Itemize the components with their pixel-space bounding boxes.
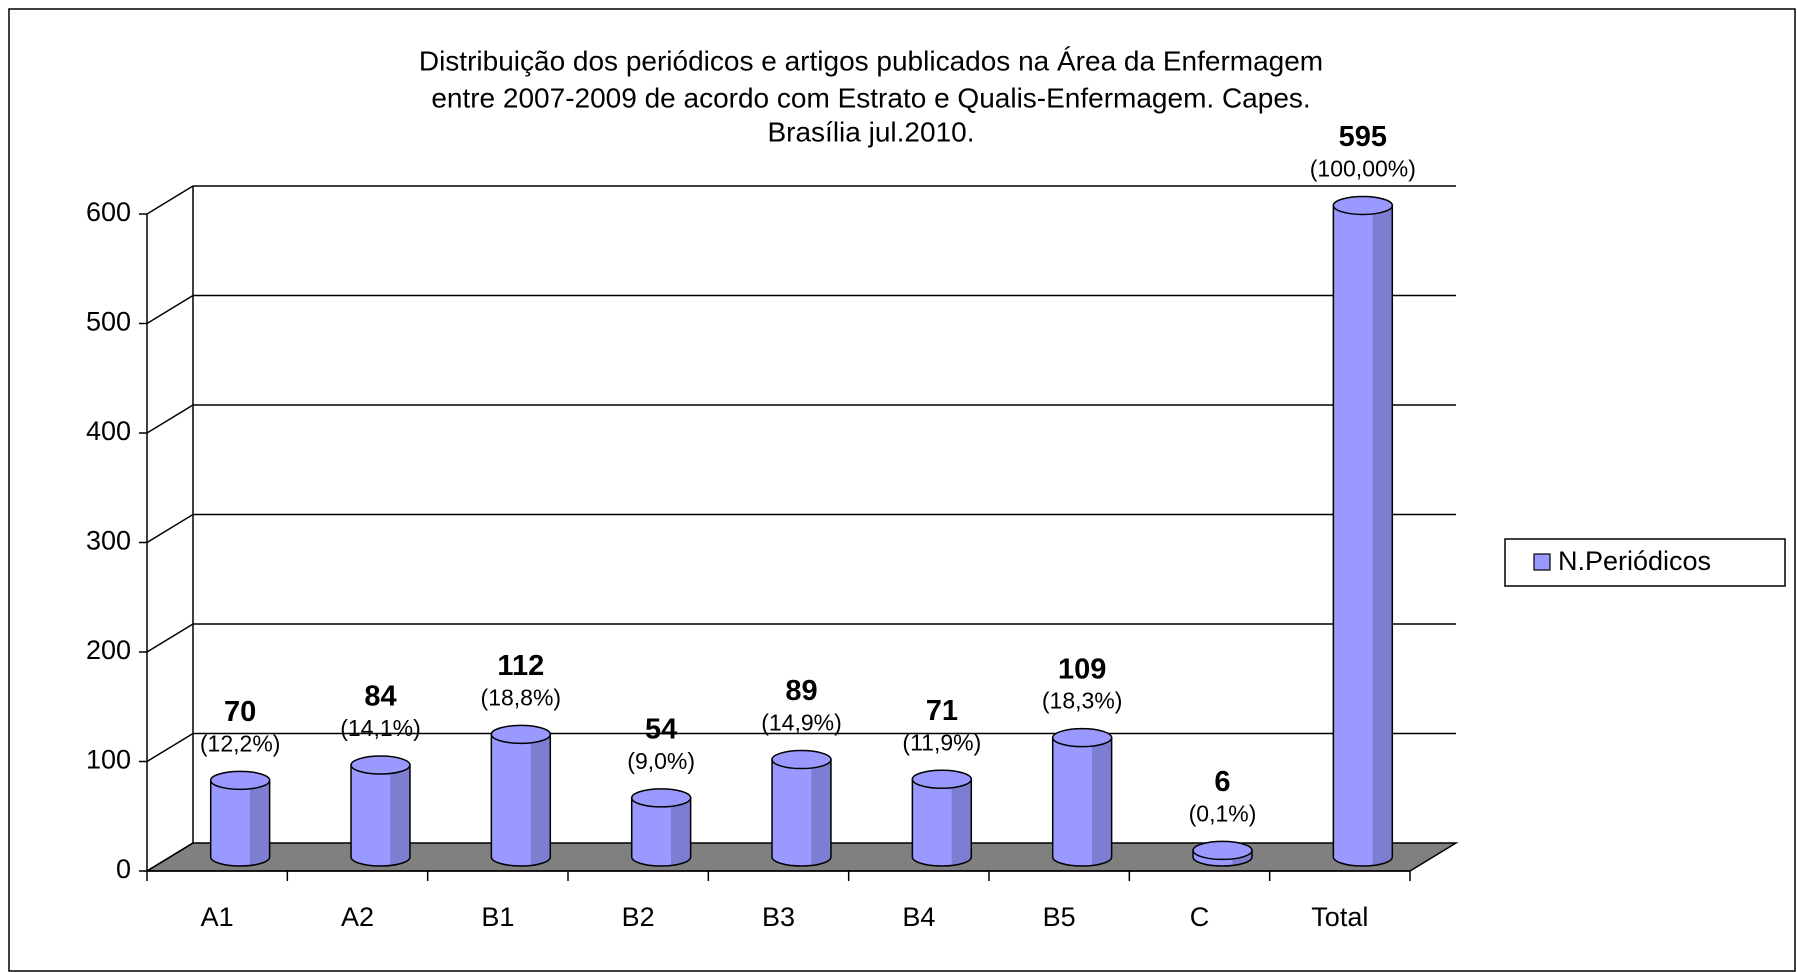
value-label: 109 (1058, 653, 1106, 685)
legend-swatch (1533, 553, 1551, 571)
grid-diagonal (146, 732, 194, 763)
x-tick-label: B2 (622, 902, 655, 932)
bar-top (1051, 727, 1113, 748)
bar-shade (951, 779, 972, 866)
bar (771, 749, 832, 867)
bar-top (771, 749, 832, 770)
bar-top (1332, 195, 1394, 216)
bar (350, 755, 411, 867)
x-tick-label: A1 (201, 902, 234, 932)
value-label: 112 (497, 650, 544, 682)
percentage-label: (100,00%) (1310, 156, 1416, 182)
bar (911, 769, 973, 867)
bar-body (911, 778, 973, 867)
percentage-label: (0,1%) (1189, 801, 1257, 827)
grid-diagonal (146, 842, 194, 872)
bar-top (350, 755, 411, 775)
y-tick-label: 300 (86, 526, 131, 556)
bar-shade (249, 780, 270, 866)
grid-diagonal (146, 294, 194, 325)
bar (630, 788, 692, 867)
bar-shade (670, 797, 691, 866)
y-tick-label: 200 (86, 635, 131, 665)
bar-body (490, 733, 552, 867)
y-tick-label: 100 (86, 745, 131, 775)
legend-box (1504, 538, 1786, 587)
legend-label: N.Periódicos (1558, 546, 1711, 576)
percentage-label: (18,8%) (481, 684, 562, 710)
bar-shade (530, 734, 551, 866)
grid-diagonal (146, 623, 194, 653)
grid-diagonal (146, 185, 194, 215)
bar (1192, 840, 1253, 867)
bar-body (771, 758, 832, 867)
value-label: 71 (926, 695, 958, 727)
x-tick-label: B4 (902, 902, 935, 932)
bar-shade (390, 765, 410, 866)
x-tick-label: B3 (762, 902, 795, 932)
bar-top (911, 769, 973, 790)
bar-body (1332, 204, 1394, 867)
percentage-label: (9,0%) (627, 748, 695, 774)
bar-top (209, 770, 271, 791)
bar (1332, 195, 1394, 867)
bar-body (350, 764, 411, 867)
value-label: 84 (364, 681, 396, 713)
bar (209, 770, 271, 867)
bar-shade (1091, 737, 1112, 866)
x-tick-label: Total (1311, 902, 1368, 932)
chart-title: Brasília jul.2010. (767, 116, 974, 147)
bar-top (1192, 840, 1253, 861)
bar (490, 724, 552, 867)
chart-border (8, 8, 1796, 972)
y-tick-label: 400 (86, 416, 131, 446)
percentage-label: (14,1%) (340, 715, 421, 741)
y-tick-label: 600 (86, 197, 131, 227)
bar (1051, 727, 1113, 867)
value-label: 54 (645, 714, 677, 746)
percentage-label: (12,2%) (200, 730, 281, 756)
bar-top (490, 724, 552, 745)
bar-body (630, 797, 692, 867)
bar-shade (811, 759, 831, 866)
x-tick-label: C (1190, 902, 1210, 932)
x-tick-label: A2 (341, 902, 374, 932)
bar-body (209, 779, 271, 867)
x-tick-label: B1 (481, 902, 514, 932)
grid-diagonal (146, 404, 194, 434)
bar-shade (1372, 205, 1393, 866)
y-tick-label: 0 (116, 854, 131, 884)
bar-body (1051, 736, 1113, 867)
grid-diagonal (146, 513, 194, 544)
value-label: 595 (1339, 121, 1387, 153)
bar-top (630, 788, 692, 808)
value-label: 89 (785, 675, 817, 707)
value-label: 70 (224, 696, 256, 728)
y-tick-label: 500 (86, 307, 131, 337)
chart-title: Distribuição dos periódicos e artigos pu… (419, 45, 1323, 76)
x-tick-label: B5 (1043, 902, 1076, 932)
value-label: 6 (1214, 766, 1230, 798)
chart-title: entre 2007-2009 de acordo com Estrato e … (431, 82, 1310, 113)
percentage-label: (11,9%) (902, 729, 981, 755)
percentage-label: (18,3%) (1042, 688, 1123, 714)
percentage-label: (14,9%) (761, 710, 842, 736)
